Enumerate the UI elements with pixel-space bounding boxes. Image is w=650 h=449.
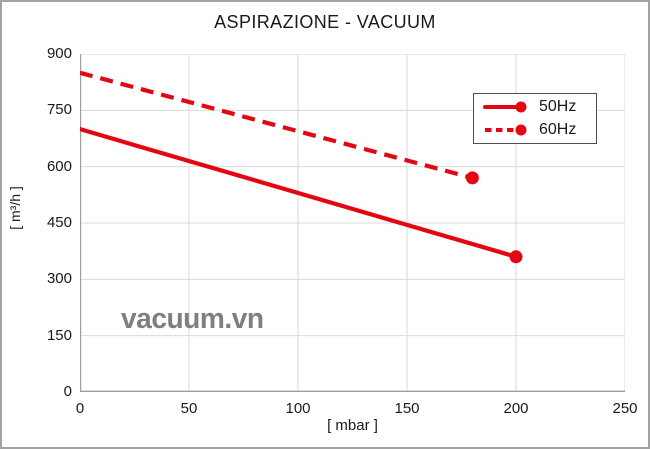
y-tick-label: 300 [46, 270, 72, 288]
y-tick-label: 150 [46, 326, 72, 344]
plot-canvas [80, 54, 625, 392]
y-tick-label: 900 [46, 45, 72, 62]
legend-label-60hz: 60Hz [539, 120, 577, 138]
watermark-text: vacuum.vn [121, 303, 264, 335]
x-tick-label: 0 [75, 400, 85, 417]
x-tick-label: 200 [503, 400, 529, 417]
x-tick-label: 150 [394, 400, 420, 417]
x-tick-label: 250 [612, 400, 638, 417]
chart-title: ASPIRAZIONE - VACUUM [214, 12, 436, 32]
series-line-60hz [80, 70, 473, 180]
y-axis-title: [ m³/h ] [7, 186, 23, 230]
legend-row-50hz: 50Hz [483, 97, 596, 117]
legend-row-60hz: 60Hz [483, 120, 596, 140]
x-axis-title: [ mbar ] [327, 417, 378, 434]
y-tick-label: 450 [46, 214, 72, 231]
series-end-marker-60hz [465, 171, 479, 185]
legend-label-50hz: 50Hz [539, 98, 577, 116]
x-tick-label: 50 [180, 400, 198, 417]
legend-solid-line-sample [483, 101, 527, 113]
series-end-marker-50hz [509, 250, 523, 264]
series-line-50hz [80, 127, 519, 259]
plot-area [80, 54, 625, 392]
y-tick-label: 750 [46, 101, 72, 119]
x-tick-label: 100 [285, 400, 311, 417]
y-tick-label: 0 [63, 383, 72, 400]
y-tick-label: 600 [46, 157, 72, 175]
legend-dashed-line-sample [485, 124, 527, 136]
legend-box: 50Hz 60Hz [473, 93, 597, 144]
